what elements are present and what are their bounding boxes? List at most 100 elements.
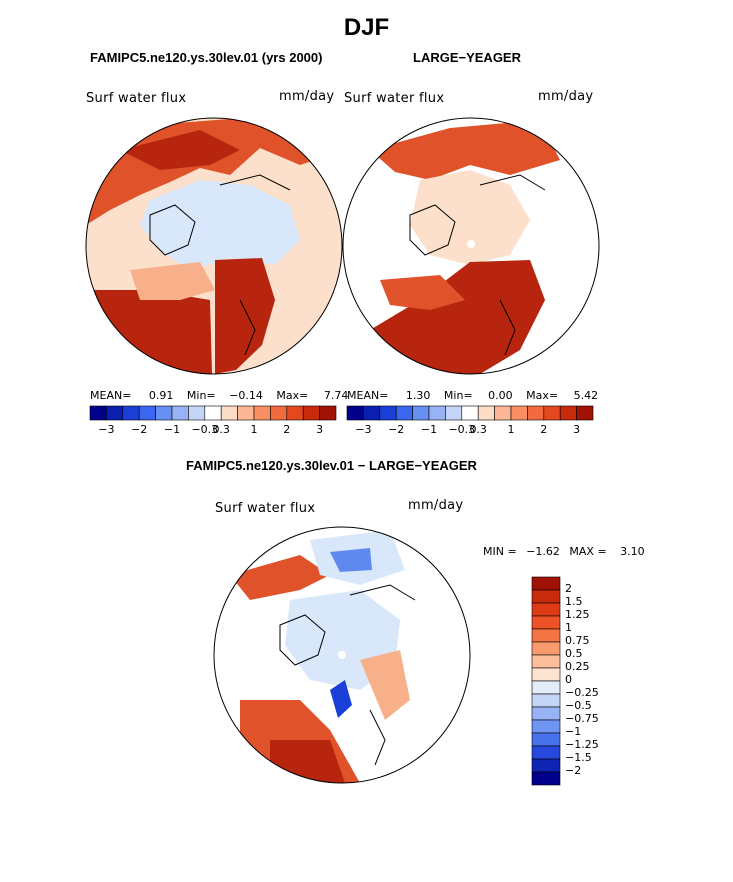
colorbar-2-swatch bbox=[363, 405, 381, 421]
colorbar-2-tick-label: 2 bbox=[540, 423, 548, 436]
colorbar-difference-swatch bbox=[531, 745, 561, 760]
colorbar-2-swatch bbox=[559, 405, 577, 421]
colorbar-difference-swatch bbox=[531, 576, 561, 591]
colorbar-difference-label: −1 bbox=[565, 725, 582, 738]
colorbar-difference-label: −2 bbox=[565, 764, 582, 777]
colorbar-2-swatch bbox=[576, 405, 594, 421]
map-2-transition-zone bbox=[380, 275, 465, 310]
colorbar-difference-swatch bbox=[531, 667, 561, 682]
map-2-coastline-segments bbox=[479, 174, 546, 356]
colorbar-2-tick-label: 0.3 bbox=[469, 423, 487, 436]
colorbar-difference-swatch bbox=[531, 706, 561, 721]
colorbar-1-swatch bbox=[270, 405, 288, 421]
panel-2-min-value: 0.00 bbox=[488, 389, 513, 402]
panel-1-max-label: Max= bbox=[276, 389, 309, 402]
colorbar-2-swatch bbox=[477, 405, 495, 421]
colorbar-difference-swatch bbox=[531, 719, 561, 734]
colorbar-2-swatch bbox=[527, 405, 545, 421]
colorbar-difference-label: 1.5 bbox=[565, 595, 583, 608]
map-3-border bbox=[213, 526, 471, 784]
colorbar-1-swatch bbox=[171, 405, 189, 421]
colorbar-2-swatch bbox=[379, 405, 397, 421]
panel-3-units-label: mm/day bbox=[408, 498, 464, 513]
map-3-transition-zone bbox=[360, 650, 410, 720]
panel-1-min-label: Min= bbox=[186, 389, 216, 402]
colorbar-2-tick-label: −2 bbox=[388, 423, 405, 436]
colorbar-1-swatch bbox=[155, 405, 173, 421]
colorbar-2-swatch bbox=[445, 405, 463, 421]
colorbar-1-swatch bbox=[188, 405, 206, 421]
panel-2-mean-label: MEAN= bbox=[347, 389, 389, 402]
map-panel-3 bbox=[214, 527, 470, 783]
panel-3-min-label: MIN = bbox=[483, 545, 517, 558]
colorbar-difference-swatch bbox=[531, 615, 561, 630]
map-1-coastline-segments bbox=[219, 174, 291, 356]
map-3-pacific-warm-patch bbox=[230, 555, 330, 600]
map-1-coastline-greenland bbox=[149, 204, 196, 256]
colorbar-1-swatch bbox=[138, 405, 156, 421]
colorbar-difference-swatch bbox=[531, 589, 561, 604]
panel-2-variable-label: Surf water flux bbox=[344, 91, 445, 106]
map-1-europe-warm-region bbox=[86, 290, 212, 374]
colorbar-difference-swatch bbox=[531, 654, 561, 669]
map-3-bering-negative bbox=[330, 548, 372, 572]
colorbar-1-swatch bbox=[319, 405, 337, 421]
panel-1-variable-label: Surf water flux bbox=[86, 91, 187, 106]
colorbar-difference-label: −0.25 bbox=[565, 686, 599, 699]
colorbar-2-swatch bbox=[543, 405, 561, 421]
panel-1-stats: MEAN= 0.91 Min= −0.14 Max= 7.74 bbox=[90, 389, 348, 402]
panel-2-max-label: Max= bbox=[526, 389, 559, 402]
panel-1-title: FAMIPC5.ne120.ys.30lev.01 (yrs 2000) bbox=[90, 50, 323, 65]
colorbar-2-tick-label: −1 bbox=[420, 423, 438, 436]
map-1-border bbox=[85, 117, 343, 375]
colorbar-1-tick-label: 2 bbox=[283, 423, 291, 436]
colorbar-1-tick-label: 0.3 bbox=[212, 423, 230, 436]
map-1-pacific-warm-core bbox=[120, 130, 240, 170]
colorbar-difference-label: 0 bbox=[565, 673, 572, 686]
colorbar-1-swatch bbox=[122, 405, 140, 421]
map-2-pacific-warm-band bbox=[370, 120, 560, 180]
panel-1-mean-label: MEAN= bbox=[90, 389, 132, 402]
colorbar-1-swatch bbox=[302, 405, 320, 421]
panel-2-title: LARGE−YEAGER bbox=[413, 50, 521, 65]
panel-1-max-value: 7.74 bbox=[323, 389, 349, 402]
map-2-arctic-pale-region bbox=[410, 170, 530, 265]
colorbar-difference-label: 0.75 bbox=[565, 634, 590, 647]
colorbar-difference-swatch bbox=[531, 641, 561, 656]
panel-2-units-label: mm/day bbox=[538, 89, 594, 104]
colorbar-2-tick-label: −3 bbox=[355, 423, 372, 436]
colorbar-1-tick-label: −0.3 bbox=[191, 423, 219, 436]
colorbar-1-swatch bbox=[204, 405, 222, 421]
colorbar-difference-label: −0.5 bbox=[565, 699, 592, 712]
colorbar-1-tick-label: 1 bbox=[250, 423, 258, 436]
colorbar-panel-2 bbox=[346, 405, 594, 421]
colorbar-difference-swatch bbox=[531, 628, 561, 643]
colorbar-difference-label: 0.25 bbox=[565, 660, 590, 673]
colorbar-1-tick-label: −1 bbox=[163, 423, 181, 436]
colorbar-2-swatch bbox=[510, 405, 528, 421]
colorbar-1-swatch bbox=[237, 405, 255, 421]
colorbar-difference-swatch bbox=[531, 771, 561, 786]
colorbar-difference-swatch bbox=[531, 732, 561, 747]
colorbar-difference-swatch bbox=[531, 680, 561, 695]
panel-2-min-label: Min= bbox=[443, 389, 473, 402]
map-1-pacific-warm-band bbox=[86, 118, 342, 225]
colorbar-difference-label: 1.25 bbox=[565, 608, 590, 621]
panel-3-min-value: −1.62 bbox=[526, 545, 560, 558]
colorbar-difference-label: 1 bbox=[565, 621, 572, 634]
panel-3-max-label: MAX = bbox=[569, 545, 607, 558]
colorbar-1-swatch bbox=[286, 405, 304, 421]
panel-3-variable-label: Surf water flux bbox=[215, 501, 316, 516]
colorbar-2-tick-label: −0.3 bbox=[448, 423, 476, 436]
map-3-coastline-segments bbox=[349, 584, 416, 766]
panel-1-min-value: −0.14 bbox=[229, 389, 263, 402]
map-2-pole-marker bbox=[467, 240, 475, 248]
map-3-pole-marker bbox=[338, 651, 346, 659]
colorbar-2-swatch bbox=[412, 405, 430, 421]
colorbar-2-tick-label: 3 bbox=[573, 423, 581, 436]
colorbar-difference-label: 2 bbox=[565, 582, 572, 595]
colorbar-2-tick-label: 1 bbox=[507, 423, 515, 436]
panel-2-mean-value: 1.30 bbox=[405, 389, 431, 402]
map-2-border bbox=[342, 117, 600, 375]
